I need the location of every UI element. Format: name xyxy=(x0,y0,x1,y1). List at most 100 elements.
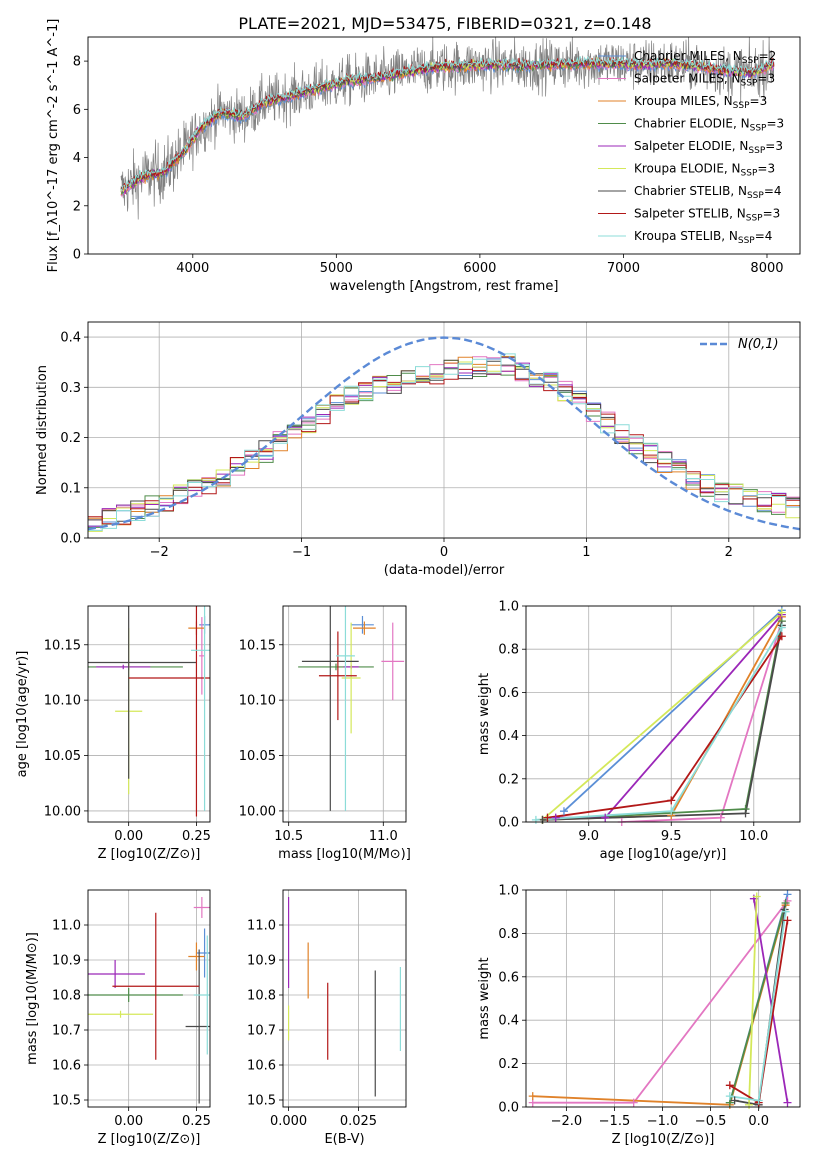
legend-subscript: SSP xyxy=(746,214,763,224)
weight-marker xyxy=(629,1098,638,1107)
legend-nssp: =4 xyxy=(764,184,782,198)
spectrum-plot-area xyxy=(120,37,775,220)
weight-marker xyxy=(781,907,790,916)
weight_vs_Z-xtick-label: −2.0 xyxy=(551,1114,583,1129)
weight-marker xyxy=(777,623,786,632)
weight-marker xyxy=(667,807,676,816)
weight-line xyxy=(753,898,789,1103)
mass_vs_ebv-ytick-label: 10.5 xyxy=(247,1094,276,1109)
spectrum-ytick-label: 4 xyxy=(73,151,81,166)
spectrum-xtick-label: 5000 xyxy=(320,261,353,276)
mass_vs_Z-ytick-label: 10.5 xyxy=(52,1094,81,1109)
weight-line xyxy=(728,902,787,1103)
mass_vs_Z-plot-area xyxy=(88,897,210,1104)
weight-marker xyxy=(667,796,676,805)
weight_vs_age-xtick-label: 9.5 xyxy=(661,829,682,844)
mass_vs_Z-xtick-label: 0.25 xyxy=(182,1114,211,1129)
mass_vs_Z-xtick-label: 0.00 xyxy=(114,1114,143,1129)
weight_vs_age-ytick-label: 0.4 xyxy=(498,729,519,744)
weight_vs_age-ytick-label: 1.0 xyxy=(498,600,519,615)
mass_vs_ebv-panel: 0.000 0.025 10.5 10.6 10.7 10.8 10.9 11.0 E(B-V) xyxy=(247,889,407,1147)
residuals-plot-area xyxy=(88,336,800,532)
spectrum-xtick-label: 6000 xyxy=(463,261,496,276)
age_vs_mass-xlabel: mass [log10(M/M⊙)] xyxy=(278,847,411,862)
age_vs_mass-frame xyxy=(282,605,407,823)
legend-subscript: SSP xyxy=(741,169,758,179)
legend-nssp: =3 xyxy=(750,94,768,108)
legend-label: Salpeter STELIB, NSSP=3 xyxy=(634,207,780,224)
mass_vs_Z-ytick-label: 10.9 xyxy=(52,954,81,969)
weight-marker xyxy=(777,632,786,641)
legend-label: Salpeter MILES, NSSP=3 xyxy=(634,72,775,89)
mass_vs_Z-ytick-label: 10.8 xyxy=(52,989,81,1004)
weight-marker xyxy=(781,899,790,908)
spectrum-panel: 4000 5000 6000 7000 8000 0 2 4 6 8 wavelength [Ang… xyxy=(46,19,801,294)
residuals-xtick-label: −2 xyxy=(150,545,169,560)
age_vs_mass-xtick-label: 10.5 xyxy=(274,829,303,844)
weight-marker xyxy=(754,1096,763,1105)
weight_vs_Z-ylabel: mass weight xyxy=(477,957,492,1039)
weight-marker xyxy=(741,809,750,818)
weight_vs_Z-xlabel: Z [log10(Z/Z⊙)] xyxy=(612,1132,715,1147)
legend-nssp: =2 xyxy=(759,49,777,63)
weight-marker xyxy=(752,892,761,901)
legend-label: Kroupa ELODIE, NSSP=3 xyxy=(634,162,775,179)
figure-title: PLATE=2021, MJD=53475, FIBERID=0321, z=0… xyxy=(238,14,651,33)
age_vs_mass-plot-area xyxy=(298,606,405,811)
weight_vs_Z-xtick-label: −0.5 xyxy=(695,1114,727,1129)
mass_vs_ebv-ytick-label: 11.0 xyxy=(247,919,276,934)
weight-marker xyxy=(531,815,540,824)
age_vs_mass-ytick-label: 10.15 xyxy=(239,638,276,653)
age_vs_mass-ytick-label: 10.10 xyxy=(239,694,276,709)
residuals-frame xyxy=(87,321,801,539)
legend-nssp: =3 xyxy=(763,207,781,221)
age_vs_Z-ytick-label: 10.10 xyxy=(44,694,81,709)
spectrum-model-line xyxy=(120,55,775,192)
normal-legend-label: N(0,1) xyxy=(738,337,779,352)
age_vs_Z-ytick-label: 10.00 xyxy=(44,804,81,819)
histogram-step-line xyxy=(88,353,800,531)
legend-subscript: SSP xyxy=(733,101,750,111)
weight-marker xyxy=(601,813,610,822)
legend-subscript: SSP xyxy=(741,79,758,89)
legend-label: Chabrier ELODIE, NSSP=3 xyxy=(634,117,784,134)
legend-label: Salpeter ELODIE, NSSP=3 xyxy=(634,139,783,156)
mass_vs_Z-xlabel: Z [log10(Z/Z⊙)] xyxy=(98,1132,201,1147)
weight-line xyxy=(541,611,783,821)
weight-marker xyxy=(777,608,786,617)
residuals-xtick-label: −1 xyxy=(292,545,311,560)
residuals-ytick-label: 0.0 xyxy=(60,532,81,547)
weight-marker xyxy=(528,1092,537,1101)
weight-marker xyxy=(745,1100,754,1109)
mass_vs_Z-frame xyxy=(87,889,211,1108)
weight_vs_Z-ytick-label: 1.0 xyxy=(498,884,519,899)
panels: 4000 5000 6000 7000 8000 0 2 4 6 8 wavelength [Ang… xyxy=(15,19,801,1147)
mass_vs_ebv-ytick-label: 10.7 xyxy=(247,1024,276,1039)
mass_vs_ebv-xtick-label: 0.000 xyxy=(270,1114,307,1129)
residuals-ytick-label: 0.3 xyxy=(60,381,81,396)
weight-marker xyxy=(551,813,560,822)
legend-label: Chabrier STELIB, NSSP=4 xyxy=(634,184,782,201)
weight_vs_Z-ytick-label: 0.8 xyxy=(498,927,519,942)
weight_vs_age-xtick-label: 10.0 xyxy=(739,829,768,844)
age_vs_mass-grid xyxy=(283,606,406,822)
weight_vs_Z-xtick-label: 0.0 xyxy=(748,1114,769,1129)
residuals-ytick-label: 0.1 xyxy=(60,481,81,496)
spectrum-xtick-label: 8000 xyxy=(750,261,783,276)
weight_vs_age-ylabel: mass weight xyxy=(477,673,492,755)
age_vs_Z-xtick-label: 0.00 xyxy=(114,829,143,844)
weight_vs_age-ytick-label: 0.2 xyxy=(498,772,519,787)
weight_vs_age-frame xyxy=(525,605,801,823)
residuals-xtick-label: 2 xyxy=(725,545,733,560)
age_vs_Z-frame xyxy=(87,605,211,823)
histogram-step-line xyxy=(88,356,800,525)
weight_vs_age-xlabel: age [log10(age/yr)] xyxy=(600,847,727,862)
spectrum-xtick-label: 4000 xyxy=(176,261,209,276)
weight_vs_Z-frame xyxy=(525,889,801,1108)
weight_vs_Z-ytick-label: 0.4 xyxy=(498,1014,519,1029)
legend-label: Kroupa STELIB, NSSP=4 xyxy=(634,229,772,246)
residuals-panel: −2 −1 0 1 2 0.0 0.1 0.2 0.3 0.4 (data-model)/error… xyxy=(35,321,801,578)
age_vs_Z-plot-area xyxy=(88,606,210,817)
mass_vs_Z-ytick-label: 10.6 xyxy=(52,1059,81,1074)
weight_vs_Z-ytick-label: 0.6 xyxy=(498,970,519,985)
